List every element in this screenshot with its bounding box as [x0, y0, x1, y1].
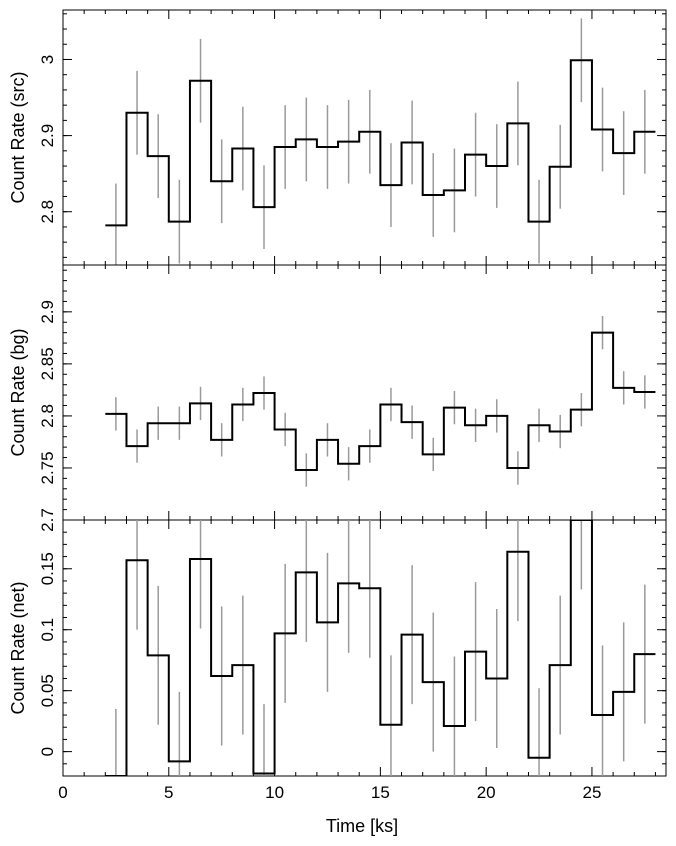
step-line [105, 331, 656, 472]
series-2 [105, 316, 656, 487]
y-tick-label: 0.1 [38, 618, 57, 642]
y-tick-label: 2.85 [38, 347, 57, 380]
y-tick-label: 2.8 [38, 404, 57, 428]
panel-frame [62, 264, 667, 521]
y-axis-title: Count Rate (bg) [8, 328, 28, 456]
step-line [105, 59, 656, 227]
x-axis-title: Time [ks] [326, 816, 398, 836]
panel-1: 2.8 2.9 3 Count Rate (src) [8, 9, 667, 266]
y-tick-label: 0.05 [38, 674, 57, 707]
panel-3: 0 0.05 0.1 0.15 Count Rate (net) 0 5 10 15 20 25 [8, 519, 667, 802]
y-axis-title: Count Rate (net) [8, 581, 28, 714]
panel-frame [62, 519, 667, 777]
y-tick-label: 2.9 [38, 124, 57, 148]
x-tick-label: 5 [164, 783, 173, 802]
x-tick-label: 0 [58, 783, 67, 802]
x-tick-label: 15 [371, 783, 390, 802]
y-tick-label: 2.9 [38, 300, 57, 324]
y-tick-label: 0 [38, 747, 57, 756]
y-tick-label: 3 [38, 55, 57, 64]
panel-frame [62, 9, 667, 266]
x-tick-label: 10 [265, 783, 284, 802]
x-tick-label: 20 [477, 783, 496, 802]
panel-2: 2.7 2.75 2.8 2.85 2.9 Count Rate (bg) [8, 264, 667, 532]
step-line [105, 520, 656, 776]
y-tick-label: 2.75 [38, 451, 57, 484]
x-tick-label: 25 [582, 783, 601, 802]
panels-layer: 2.8 2.9 3 Count Rate (src) 2.7 2.75 2.8 2.85 2.9… [8, 9, 667, 802]
y-axis-title: Count Rate (src) [8, 71, 28, 203]
series-1 [105, 18, 656, 265]
series-3 [105, 520, 656, 776]
y-tick-label: 0.15 [38, 552, 57, 585]
y-tick-label: 2.7 [38, 508, 57, 532]
y-tick-label: 2.8 [38, 200, 57, 224]
